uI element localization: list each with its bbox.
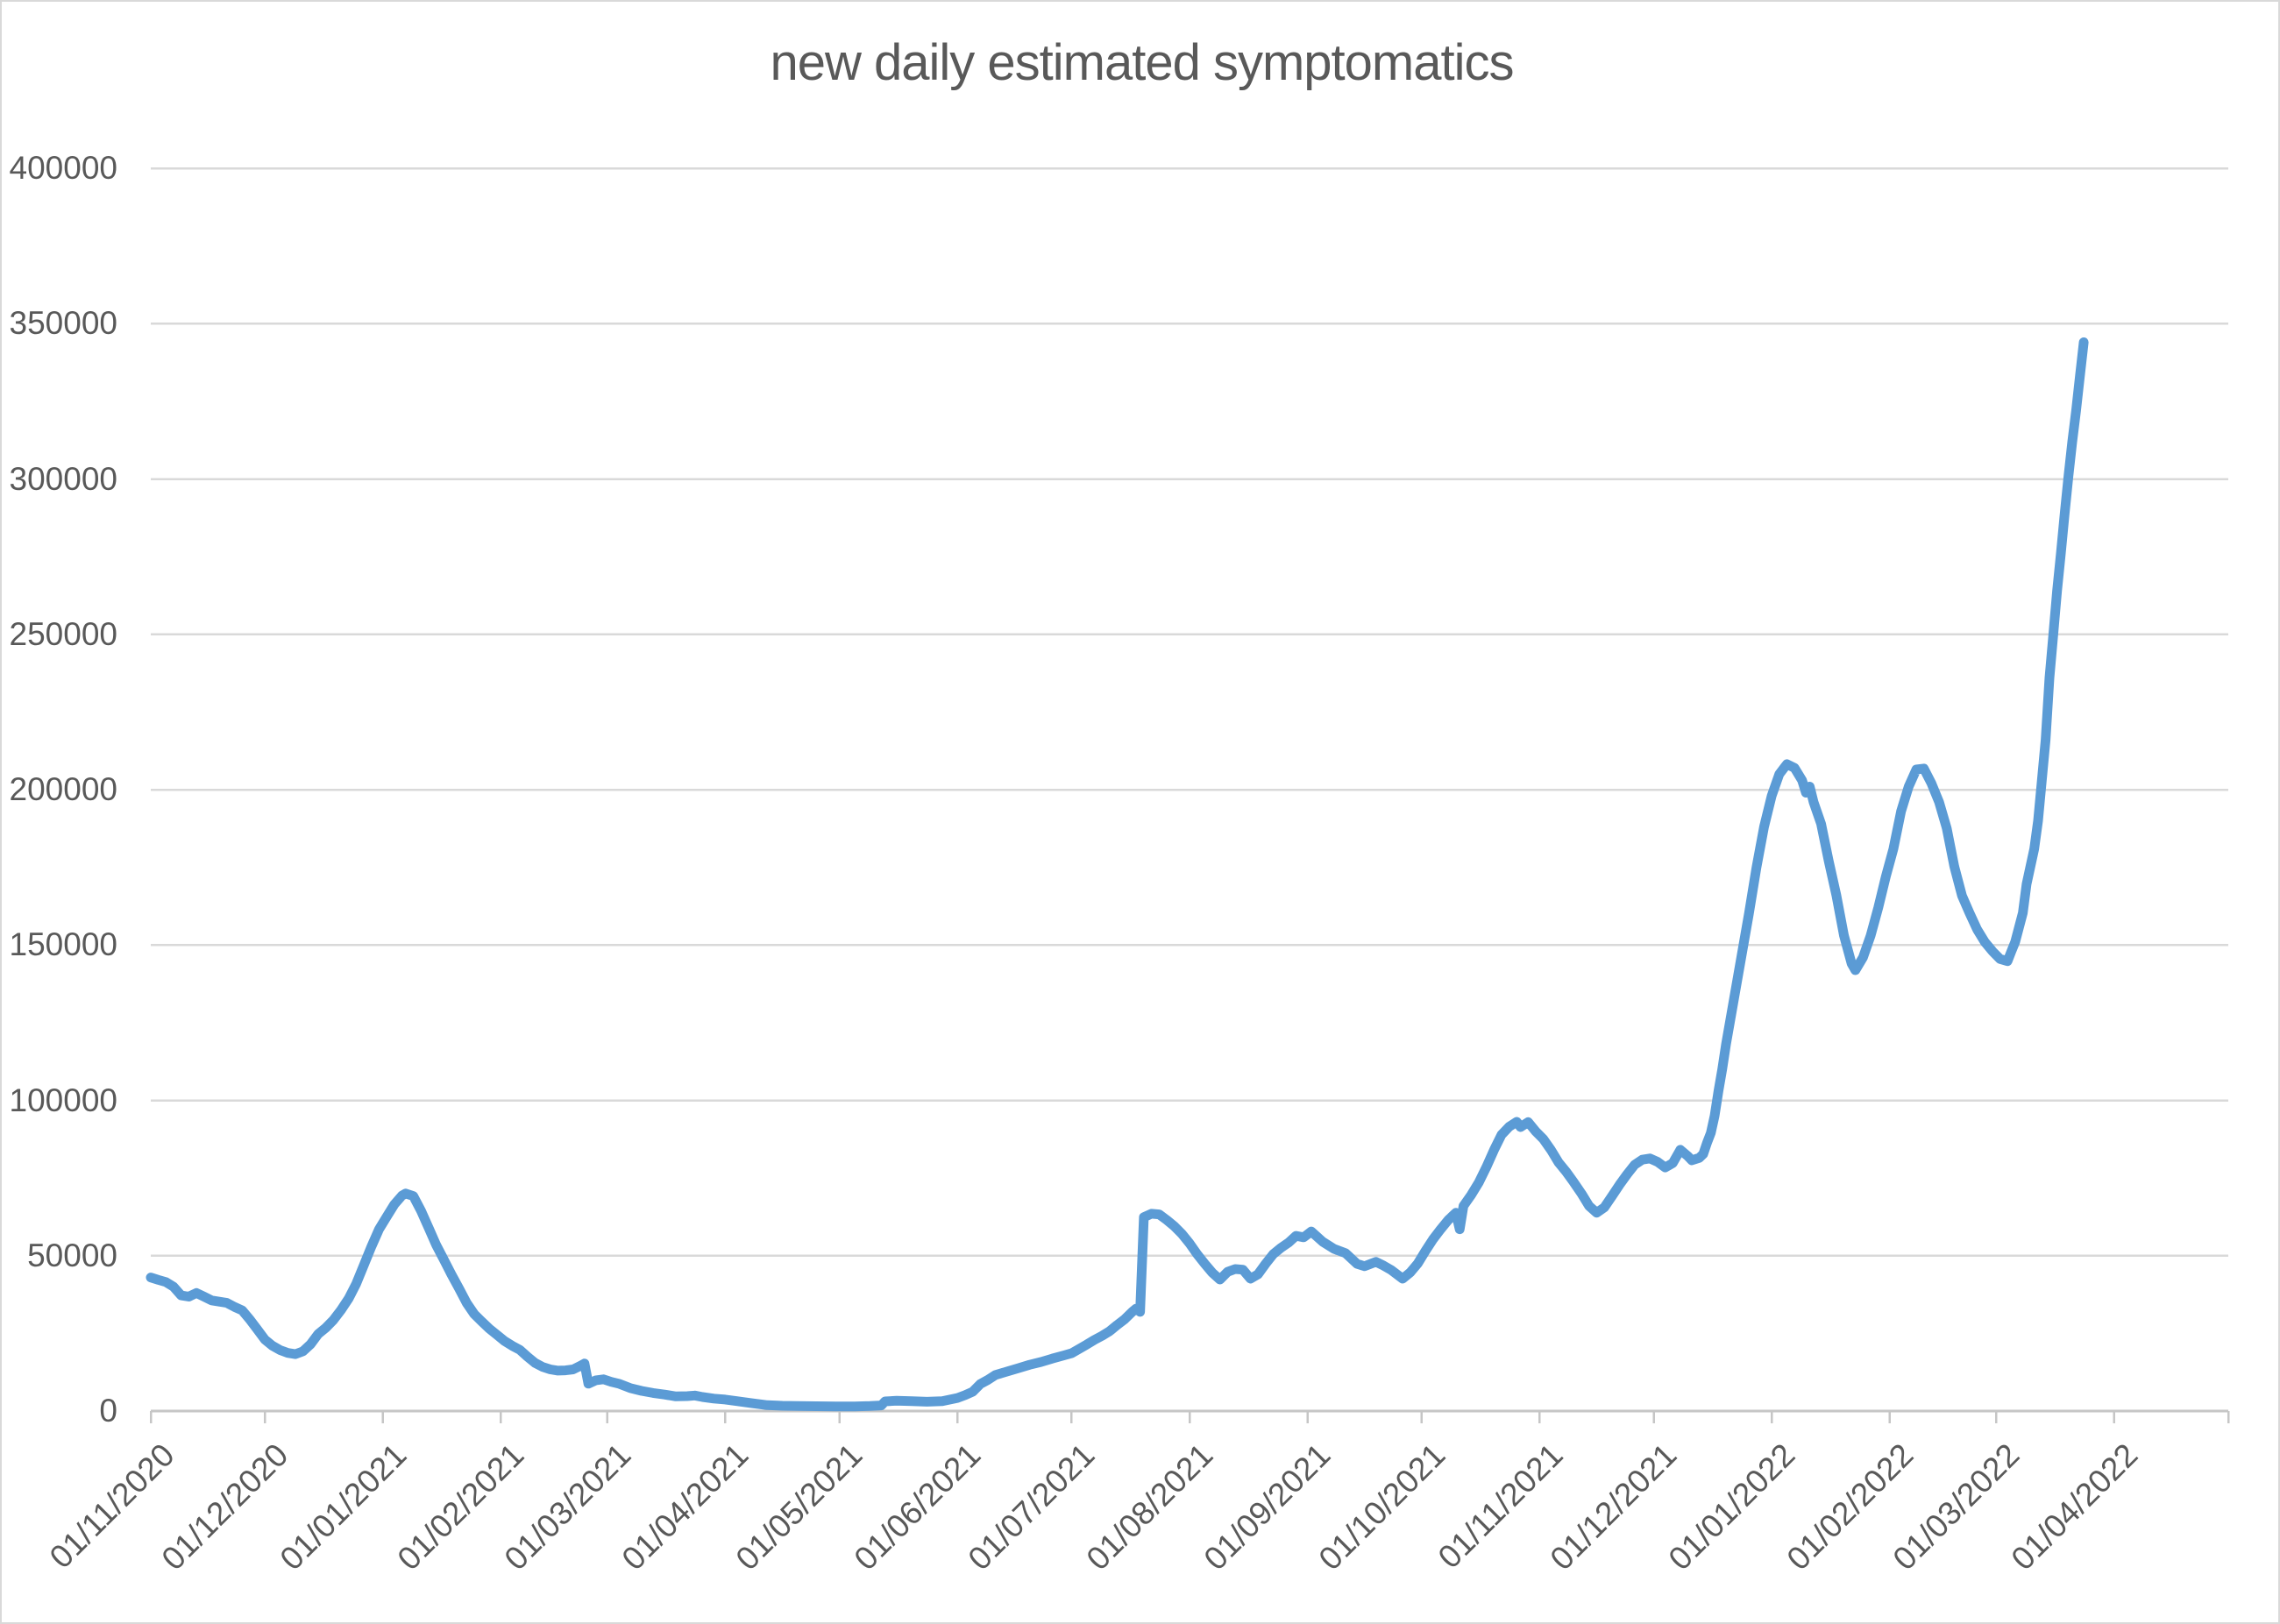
- series-line-0: [146, 337, 2089, 1412]
- y-tick-label-50000: 50000: [27, 1237, 117, 1273]
- y-tick-label-350000: 350000: [9, 305, 117, 342]
- y-tick-label-400000: 400000: [9, 150, 117, 186]
- y-tick-label-300000: 300000: [9, 460, 117, 497]
- x-axis: [149, 1409, 2230, 1423]
- y-tick-label-150000: 150000: [9, 926, 117, 963]
- y-tick-label-100000: 100000: [9, 1081, 117, 1118]
- series-group: [146, 337, 2089, 1412]
- chart-title: new daily estimated symptomatics: [770, 34, 1515, 91]
- y-tick-label-200000: 200000: [9, 771, 117, 807]
- y-tick-label-250000: 250000: [9, 615, 117, 652]
- gridlines: [151, 167, 2228, 1257]
- y-tick-label-0: 0: [99, 1393, 117, 1429]
